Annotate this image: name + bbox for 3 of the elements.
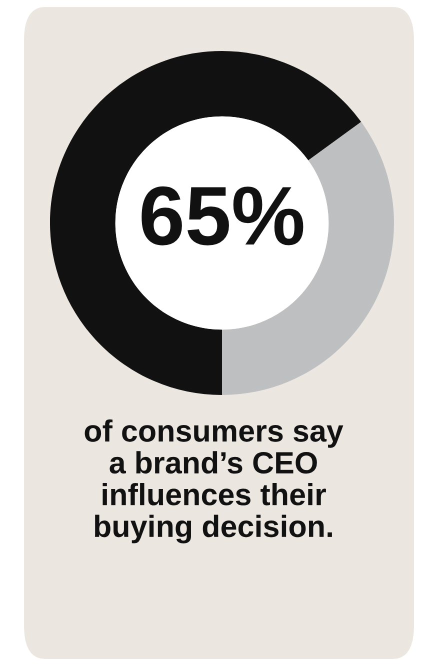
text: of consumers say a brand’s CEO influences their buying decision. [84, 419, 344, 544]
donut-slice [50, 51, 362, 395]
data-label: 65% [142, 186, 304, 246]
